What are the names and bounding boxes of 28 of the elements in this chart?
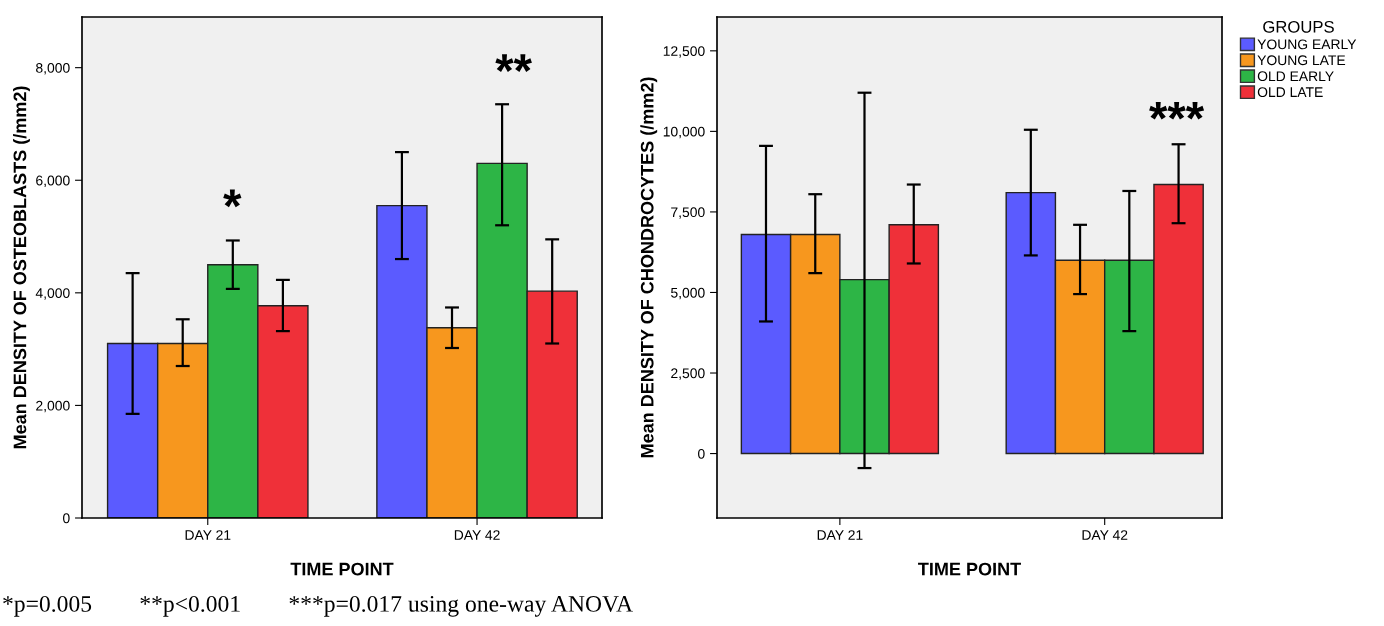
y-tick-label: 0 [698, 448, 705, 459]
annotation: ** [495, 54, 532, 72]
y-axis-title: Mean DENSITY OF OSTEOBLASTS (/mm2) [13, 86, 30, 449]
legend-title: GROUPS [1263, 20, 1334, 33]
y-tick-label: 2,000 [36, 400, 70, 413]
y-tick-label: 2,500 [671, 368, 705, 380]
legend-label: YOUNG LATE [1257, 55, 1346, 66]
legend-label: YOUNG EARLY [1257, 39, 1357, 50]
y-tick-label: 5,000 [671, 287, 705, 300]
y-tick-label: 10,000 [663, 126, 705, 139]
y-axis-title: Mean DENSITY OF CHONDROCYTES (/mm2) [640, 77, 658, 458]
x-tick-label: DAY 21 [817, 530, 863, 540]
y-tick-label: 12,500 [663, 46, 705, 58]
y-tick-label: 0 [63, 513, 70, 524]
y-tick-label: 6,000 [36, 175, 70, 188]
x-axis-title: TIME POINT [290, 562, 394, 576]
x-tick-label: DAY 21 [185, 530, 231, 540]
x-tick-label: DAY 42 [1082, 530, 1128, 540]
legend-label: OLD EARLY [1257, 71, 1334, 82]
x-tick-label: DAY 42 [454, 530, 500, 540]
y-tick-label: 4,000 [35, 288, 70, 300]
y-tick-label: 8,000 [36, 63, 70, 75]
x-axis-title: TIME POINT [918, 562, 1021, 576]
text: *p=0.005 **p<0.001 ***p=0.017 using one-way ANOVA [3, 595, 633, 617]
y-tick-label: 7,500 [671, 207, 705, 219]
annotation: * [223, 189, 242, 208]
legend-label: OLD LATE [1257, 87, 1323, 98]
annotation: *** [1149, 101, 1205, 120]
